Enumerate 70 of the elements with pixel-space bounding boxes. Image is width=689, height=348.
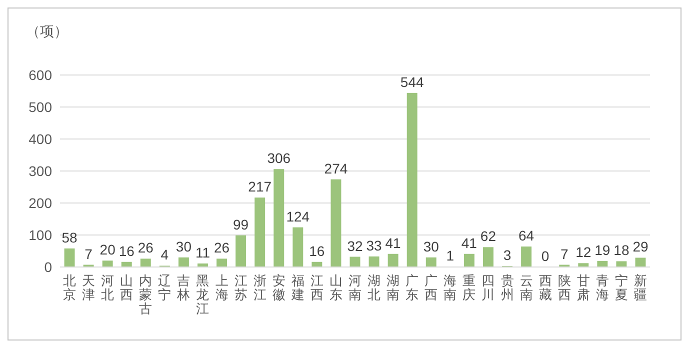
y-tick-label: 0 <box>44 259 52 275</box>
data-label: 274 <box>324 160 348 176</box>
data-label: 30 <box>176 238 192 254</box>
x-tick-label: 青海 <box>596 273 609 302</box>
x-tick-label: 山东 <box>329 273 342 302</box>
y-tick-label: 500 <box>28 99 52 115</box>
x-tick-label: 云南 <box>520 273 533 302</box>
x-tick-label: 山西 <box>120 273 134 302</box>
x-tick-label: 湖南 <box>386 273 400 302</box>
x-tick-label: 甘肃 <box>576 273 590 302</box>
x-tick-label: 西藏 <box>538 273 552 302</box>
x-tick-label: 北京 <box>63 273 76 302</box>
x-tick-label: 浙江 <box>253 273 266 302</box>
data-label: 58 <box>62 229 78 246</box>
x-tick-label: 江西 <box>310 273 324 302</box>
data-label: 124 <box>286 208 310 224</box>
data-label: 12 <box>576 244 592 260</box>
x-tick-label: 吉林 <box>176 273 190 302</box>
data-label: 64 <box>518 228 534 244</box>
y-tick-label: 300 <box>28 163 52 179</box>
x-tick-label: 海南 <box>444 273 457 302</box>
x-tick-label: 四川 <box>482 273 495 302</box>
x-tick-label: 广西 <box>424 273 438 302</box>
x-tick-label: 安徽 <box>272 273 286 302</box>
data-label: 7 <box>560 246 568 262</box>
data-label: 41 <box>385 234 402 251</box>
x-tick-label: 天津 <box>82 273 96 302</box>
x-tick-label: 上海 <box>215 273 228 302</box>
y-axis-title: （项） <box>26 23 68 39</box>
x-tick-label: 陕西 <box>558 273 571 302</box>
data-label: 99 <box>233 216 249 232</box>
data-label: 0 <box>541 248 550 264</box>
data-label: 3 <box>503 247 512 264</box>
x-tick-label: 内蒙古 <box>139 273 152 316</box>
data-label: 16 <box>309 242 325 259</box>
data-label: 29 <box>632 238 648 255</box>
y-tick-label: 200 <box>28 195 52 211</box>
data-label: 33 <box>366 237 382 254</box>
data-label: 16 <box>118 242 135 259</box>
data-label: 18 <box>614 242 630 258</box>
data-label: 4 <box>160 246 169 263</box>
x-tick-label: 湖北 <box>368 273 381 302</box>
x-tick-label: 新疆 <box>634 273 647 302</box>
x-tick-label: 重庆 <box>462 273 476 302</box>
data-label: 20 <box>100 242 116 258</box>
data-label: 1 <box>446 248 454 264</box>
data-label: 306 <box>267 150 291 166</box>
x-tick-label: 贵州 <box>500 273 514 302</box>
data-label: 32 <box>347 238 363 254</box>
y-tick-label: 100 <box>28 227 52 243</box>
x-tick-label: 江苏 <box>234 273 248 302</box>
x-tick-label: 福建 <box>290 273 304 302</box>
x-tick-label: 黑龙江 <box>196 273 210 316</box>
data-label: 7 <box>84 246 93 262</box>
data-label: 217 <box>248 178 272 195</box>
data-label: 30 <box>423 238 440 254</box>
x-tick-label: 辽宁 <box>158 273 172 302</box>
data-label: 26 <box>138 240 154 256</box>
y-tick-label: 600 <box>28 67 52 83</box>
x-tick-label: 河北 <box>101 273 114 302</box>
data-label: 19 <box>594 242 610 258</box>
data-label: 26 <box>214 240 230 256</box>
data-label: 62 <box>480 228 496 244</box>
x-tick-label: 河南 <box>348 273 362 302</box>
data-label: 544 <box>400 74 424 90</box>
data-label: 41 <box>461 234 478 251</box>
x-tick-label: 宁夏 <box>614 273 628 302</box>
data-label: 11 <box>195 244 210 260</box>
y-tick-label: 400 <box>28 131 52 147</box>
x-tick-label: 广东 <box>406 273 419 302</box>
